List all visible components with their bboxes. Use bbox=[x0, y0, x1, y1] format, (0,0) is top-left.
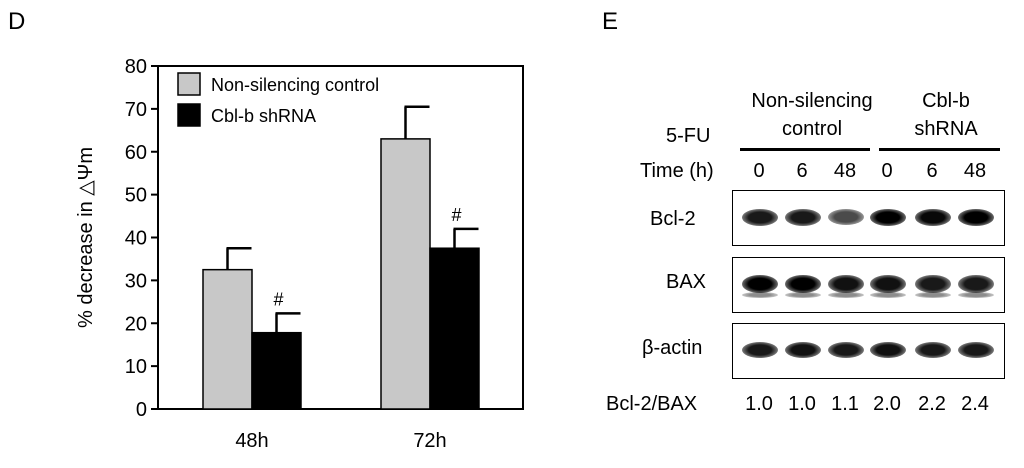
bar bbox=[429, 247, 480, 410]
y-tick-label: 70 bbox=[125, 99, 147, 121]
bar-chart: 0 10 20 30 40 50 60 70 80 % decrease in △Ψm #48h #7… bbox=[75, 56, 524, 452]
x-category-label: 72h bbox=[413, 430, 446, 452]
x-category-label: 48h bbox=[235, 430, 268, 452]
y-tick-label: 30 bbox=[125, 270, 147, 292]
western-blot-beta-actin bbox=[732, 323, 1005, 379]
blot-band bbox=[828, 209, 864, 225]
blot-band bbox=[870, 208, 906, 226]
ratio-value: 2.0 bbox=[873, 393, 901, 415]
group-label-shrna-line2: shRNA bbox=[914, 118, 978, 140]
y-axis-label: % decrease in △Ψm bbox=[75, 147, 97, 328]
western-blot-bax bbox=[732, 257, 1005, 313]
panel-d: D 0 10 20 30 40 50 60 70 80 % decrease in △Ψm #48h… bbox=[8, 8, 524, 452]
legend-label: Non-silencing control bbox=[211, 75, 379, 95]
y-tick-label: 10 bbox=[125, 356, 147, 378]
time-value: 6 bbox=[796, 160, 808, 182]
y-tick-label: 40 bbox=[125, 228, 147, 250]
group-line-control bbox=[740, 148, 870, 151]
blot-band bbox=[785, 342, 821, 358]
panel-letter-d: D bbox=[8, 8, 26, 35]
ratio-label: Bcl-2/BAX bbox=[606, 393, 698, 415]
y-tick-label: 80 bbox=[125, 56, 147, 78]
time-label: Time (h) bbox=[640, 160, 714, 182]
significance-mark: # bbox=[451, 205, 461, 225]
y-tick-label: 50 bbox=[125, 185, 147, 207]
blot-band bbox=[742, 342, 778, 358]
legend-label: Cbl-b shRNA bbox=[211, 106, 316, 126]
ratio-value: 2.4 bbox=[961, 393, 989, 415]
blot-band bbox=[958, 342, 994, 358]
legend-swatch bbox=[177, 103, 201, 127]
panel-letter-e: E bbox=[602, 8, 619, 35]
ratio-value: 2.2 bbox=[918, 393, 946, 415]
blot-band bbox=[742, 275, 778, 293]
time-value: 0 bbox=[881, 160, 893, 182]
blot-label-bcl2: Bcl-2 bbox=[650, 208, 696, 230]
bar bbox=[202, 268, 253, 410]
legend-swatch bbox=[177, 72, 201, 96]
significance-mark: # bbox=[273, 289, 283, 309]
bar bbox=[251, 331, 302, 410]
group-label-shrna-line1: Cbl-b bbox=[922, 90, 970, 112]
blot-band-lower bbox=[958, 292, 994, 298]
time-value: 0 bbox=[753, 160, 765, 182]
panel-e: E Non-silencing control Cbl-b shRNA 5-FU… bbox=[560, 0, 1024, 463]
bar bbox=[380, 138, 431, 410]
time-value: 6 bbox=[926, 160, 938, 182]
blot-band bbox=[785, 275, 821, 293]
blot-band-lower bbox=[828, 292, 864, 298]
time-value: 48 bbox=[833, 160, 857, 182]
blot-band-lower bbox=[870, 292, 906, 298]
western-blot-bcl2 bbox=[732, 190, 1005, 246]
blot-band-lower bbox=[915, 292, 951, 298]
blot-label-beta-actin: β-actin bbox=[642, 337, 703, 359]
blot-band-lower bbox=[785, 292, 821, 298]
treatment-label: 5-FU bbox=[666, 125, 711, 147]
blot-band bbox=[958, 275, 994, 293]
y-tick-label: 60 bbox=[125, 142, 147, 164]
ratio-value: 1.1 bbox=[831, 393, 859, 415]
group-label-control-line1: Non-silencing bbox=[751, 90, 873, 112]
blot-band bbox=[958, 208, 994, 226]
blot-band bbox=[785, 208, 821, 226]
blot-band bbox=[828, 275, 864, 293]
blot-band bbox=[828, 342, 864, 358]
blot-band bbox=[870, 275, 906, 293]
ratio-value: 1.0 bbox=[745, 393, 773, 415]
blot-label-bax: BAX bbox=[666, 271, 707, 293]
group-label-control-line2: control bbox=[781, 118, 843, 140]
ratio-value: 1.0 bbox=[788, 393, 816, 415]
group-line-shrna bbox=[879, 148, 1000, 151]
blot-band bbox=[915, 275, 951, 293]
blot-band bbox=[742, 208, 778, 226]
blot-band-lower bbox=[742, 292, 778, 298]
y-tick-label: 0 bbox=[136, 399, 147, 421]
blot-band bbox=[915, 208, 951, 226]
y-tick-label: 20 bbox=[125, 313, 147, 335]
blot-band bbox=[870, 342, 906, 358]
blot-band bbox=[915, 342, 951, 358]
time-value: 48 bbox=[963, 160, 987, 182]
